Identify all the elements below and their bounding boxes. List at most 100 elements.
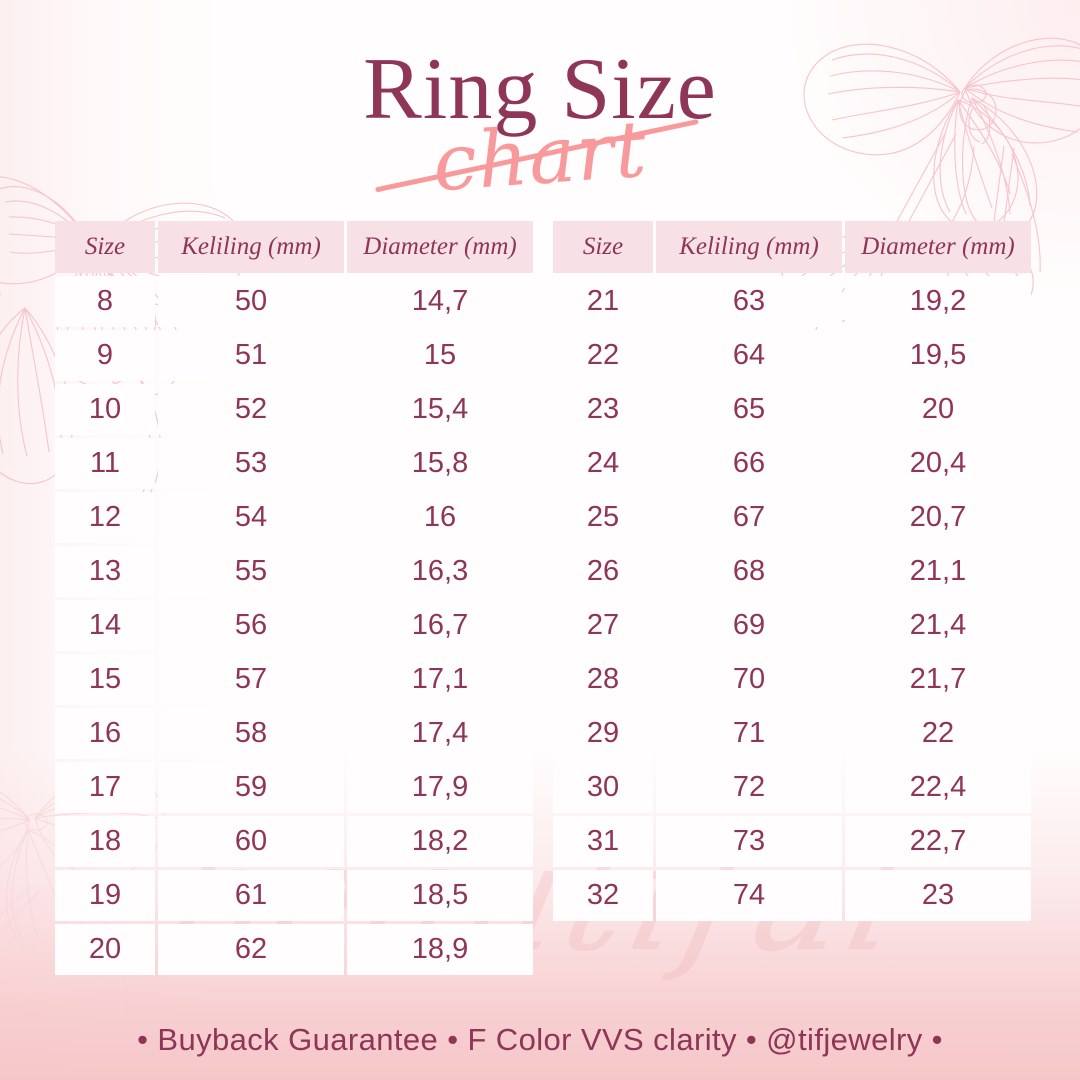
header-size: Size — [55, 221, 155, 273]
table-row: 19 61 18,5 — [55, 870, 533, 921]
table-row: 32 74 23 — [553, 870, 1031, 921]
cell-size: 13 — [55, 546, 155, 597]
cell-diameter: 18,2 — [347, 816, 533, 867]
table-row: 15 57 17,1 — [55, 654, 533, 705]
cell-size: 16 — [55, 708, 155, 759]
table-row: 16 58 17,4 — [55, 708, 533, 759]
table-row: 14 56 16,7 — [55, 600, 533, 651]
cell-keliling: 74 — [656, 870, 842, 921]
cell-size: 10 — [55, 384, 155, 435]
cell-diameter: 19,2 — [845, 276, 1031, 327]
cell-keliling: 55 — [158, 546, 344, 597]
table-row: 29 71 22 — [553, 708, 1031, 759]
cell-diameter: 18,9 — [347, 924, 533, 975]
table-row: 28 70 21,7 — [553, 654, 1031, 705]
cell-size: 19 — [55, 870, 155, 921]
table-row: 11 53 15,8 — [55, 438, 533, 489]
table-header-row: Size Keliling (mm) Diameter (mm) — [55, 221, 533, 273]
header-keliling: Keliling (mm) — [656, 221, 842, 273]
table-row: 31 73 22,7 — [553, 816, 1031, 867]
table-header-row: Size Keliling (mm) Diameter (mm) — [553, 221, 1031, 273]
cell-size: 17 — [55, 762, 155, 813]
cell-keliling: 66 — [656, 438, 842, 489]
table-row: 30 72 22,4 — [553, 762, 1031, 813]
cell-diameter: 15,8 — [347, 438, 533, 489]
header-diameter: Diameter (mm) — [845, 221, 1031, 273]
cell-diameter: 14,7 — [347, 276, 533, 327]
cell-size: 21 — [553, 276, 653, 327]
cell-keliling: 68 — [656, 546, 842, 597]
cell-diameter: 22,7 — [845, 816, 1031, 867]
cell-diameter: 21,7 — [845, 654, 1031, 705]
cell-diameter: 16,7 — [347, 600, 533, 651]
cell-diameter: 17,1 — [347, 654, 533, 705]
cell-size: 26 — [553, 546, 653, 597]
cell-keliling: 53 — [158, 438, 344, 489]
cell-size: 29 — [553, 708, 653, 759]
cell-keliling: 50 — [158, 276, 344, 327]
cell-diameter: 20 — [845, 384, 1031, 435]
table-row: 9 51 15 — [55, 330, 533, 381]
cell-size: 12 — [55, 492, 155, 543]
cell-size: 20 — [55, 924, 155, 975]
cell-keliling: 70 — [656, 654, 842, 705]
cell-keliling: 57 — [158, 654, 344, 705]
ring-size-table-left: Size Keliling (mm) Diameter (mm) 8 50 14,7… — [52, 218, 536, 978]
cell-keliling: 61 — [158, 870, 344, 921]
cell-keliling: 59 — [158, 762, 344, 813]
table-row: 17 59 17,9 — [55, 762, 533, 813]
cell-size: 25 — [553, 492, 653, 543]
cell-keliling: 69 — [656, 600, 842, 651]
cell-keliling: 58 — [158, 708, 344, 759]
cell-size: 31 — [553, 816, 653, 867]
cell-size: 14 — [55, 600, 155, 651]
cell-diameter: 15 — [347, 330, 533, 381]
cell-size: 28 — [553, 654, 653, 705]
cell-diameter: 22,4 — [845, 762, 1031, 813]
cell-keliling: 56 — [158, 600, 344, 651]
table-row: 25 67 20,7 — [553, 492, 1031, 543]
cell-diameter: 17,9 — [347, 762, 533, 813]
cell-size: 9 — [55, 330, 155, 381]
cell-size: 27 — [553, 600, 653, 651]
cell-size: 23 — [553, 384, 653, 435]
table-row: 26 68 21,1 — [553, 546, 1031, 597]
cell-keliling: 54 — [158, 492, 344, 543]
cell-size: 11 — [55, 438, 155, 489]
ring-size-table-right: Size Keliling (mm) Diameter (mm) 21 63 19,… — [550, 218, 1034, 924]
cell-diameter: 22 — [845, 708, 1031, 759]
table-row: 13 55 16,3 — [55, 546, 533, 597]
cell-size: 22 — [553, 330, 653, 381]
table-row: 23 65 20 — [553, 384, 1031, 435]
cell-keliling: 72 — [656, 762, 842, 813]
table-row: 21 63 19,2 — [553, 276, 1031, 327]
cell-diameter: 16 — [347, 492, 533, 543]
cell-keliling: 63 — [656, 276, 842, 327]
cell-diameter: 18,5 — [347, 870, 533, 921]
cell-keliling: 51 — [158, 330, 344, 381]
cell-keliling: 62 — [158, 924, 344, 975]
table-row: 18 60 18,2 — [55, 816, 533, 867]
table-row: 22 64 19,5 — [553, 330, 1031, 381]
cell-keliling: 67 — [656, 492, 842, 543]
cell-size: 15 — [55, 654, 155, 705]
cell-diameter: 23 — [845, 870, 1031, 921]
cell-size: 24 — [553, 438, 653, 489]
table-row: 27 69 21,4 — [553, 600, 1031, 651]
page-title: Ring Size chart — [0, 41, 1080, 210]
cell-keliling: 65 — [656, 384, 842, 435]
cell-diameter: 15,4 — [347, 384, 533, 435]
cell-diameter: 17,4 — [347, 708, 533, 759]
header-size: Size — [553, 221, 653, 273]
cell-diameter: 19,5 — [845, 330, 1031, 381]
cell-keliling: 64 — [656, 330, 842, 381]
cell-size: 18 — [55, 816, 155, 867]
table-row: 12 54 16 — [55, 492, 533, 543]
cell-diameter: 21,4 — [845, 600, 1031, 651]
title-main-text: Ring Size — [363, 41, 717, 138]
cell-diameter: 16,3 — [347, 546, 533, 597]
cell-diameter: 20,4 — [845, 438, 1031, 489]
table-row: 24 66 20,4 — [553, 438, 1031, 489]
table-row: 10 52 15,4 — [55, 384, 533, 435]
